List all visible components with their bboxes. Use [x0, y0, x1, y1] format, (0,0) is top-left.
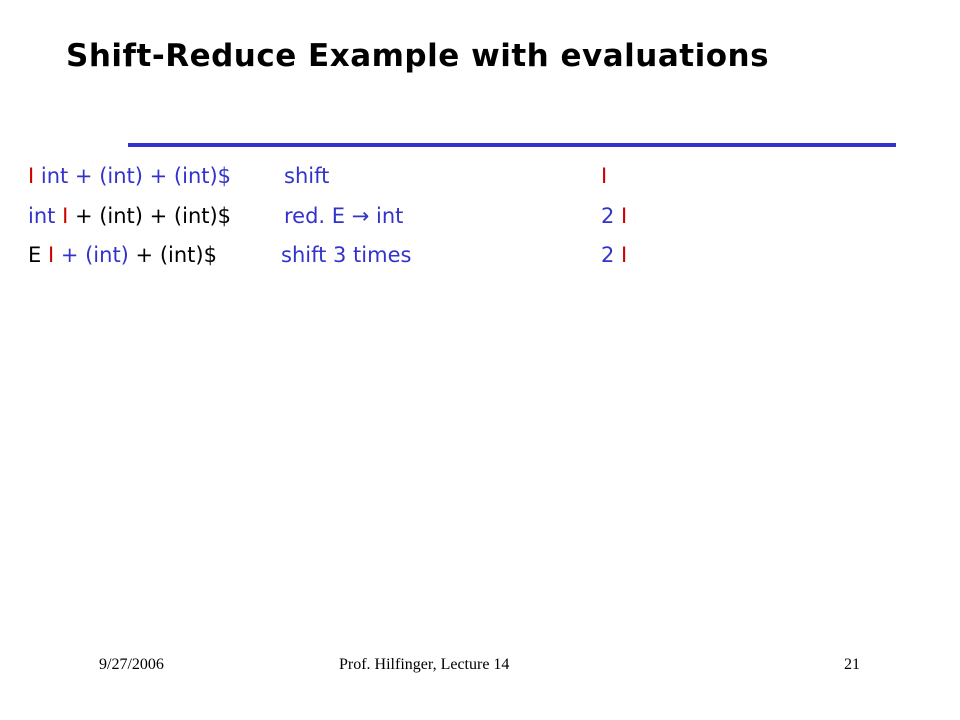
footer-page-number: 21 — [844, 656, 860, 673]
footer-date: 9/27/2006 — [99, 656, 164, 673]
value-segment: I — [621, 204, 628, 228]
stack-segment: I — [28, 164, 35, 188]
title-divider — [128, 143, 896, 147]
footer-lecture: Prof. Hilfinger, Lecture 14 — [339, 656, 510, 673]
parse-row-3: E I + (int) + (int)$ — [28, 243, 217, 267]
stack-segment: + (int) + (int)$ — [68, 204, 232, 228]
stack-segment: I — [47, 243, 55, 267]
stack-segment: + (int)$ — [128, 243, 217, 267]
parse-action-2: red. E → int — [284, 204, 404, 228]
parse-row-2: int I + (int) + (int)$ — [28, 204, 231, 228]
stack-segment: E — [28, 243, 48, 267]
stack-segment: int + (int) + (int)$ — [34, 164, 232, 188]
value-segment: 2 — [601, 204, 622, 228]
value-segment: I — [601, 164, 608, 188]
stack-segment: I — [62, 204, 69, 228]
parse-value-2: 2 I — [601, 204, 627, 228]
slide-title: Shift-Reduce Example with evaluations — [66, 38, 770, 74]
parse-row-1: I int + (int) + (int)$ — [28, 164, 231, 188]
parse-action-3: shift 3 times — [281, 243, 412, 267]
value-segment: 2 — [601, 243, 622, 267]
stack-segment: + (int) — [54, 243, 129, 267]
parse-value-3: 2 I — [601, 243, 627, 267]
stack-segment: int — [28, 204, 63, 228]
parse-value-1: I — [601, 164, 607, 188]
value-segment: I — [621, 243, 628, 267]
parse-action-1: shift — [284, 164, 330, 188]
